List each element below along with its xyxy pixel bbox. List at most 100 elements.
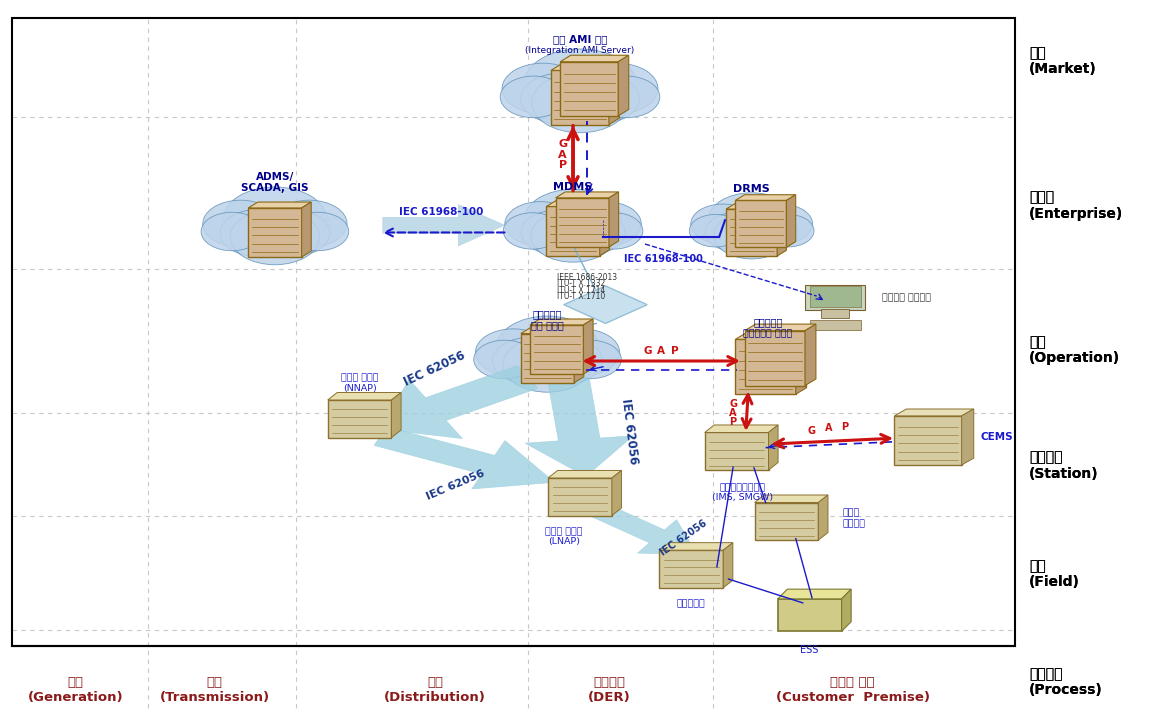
Polygon shape (796, 333, 806, 394)
Polygon shape (585, 500, 697, 554)
FancyBboxPatch shape (659, 550, 724, 588)
FancyBboxPatch shape (327, 400, 391, 438)
Circle shape (749, 204, 812, 244)
Polygon shape (375, 427, 554, 489)
Text: P: P (672, 346, 679, 356)
Circle shape (570, 201, 641, 246)
Text: DRMS: DRMS (733, 184, 770, 194)
Circle shape (762, 214, 814, 247)
Polygon shape (612, 471, 622, 516)
Polygon shape (327, 393, 401, 400)
Text: ADMS/: ADMS/ (256, 172, 293, 182)
Circle shape (521, 73, 602, 124)
FancyBboxPatch shape (546, 206, 600, 256)
Text: 사업자
(Enterprise): 사업자 (Enterprise) (1029, 191, 1123, 221)
Polygon shape (379, 365, 538, 438)
Text: 수집 시스템: 수집 시스템 (531, 320, 564, 330)
Text: ITU-T X.1714: ITU-T X.1714 (557, 286, 606, 295)
Polygon shape (600, 201, 609, 256)
Circle shape (502, 64, 583, 114)
Text: 통합 AMI 서버: 통합 AMI 서버 (553, 34, 607, 44)
Polygon shape (805, 324, 815, 386)
Text: 지능형계측시스템: 지능형계측시스템 (719, 483, 766, 492)
Text: 실시간: 실시간 (842, 508, 860, 517)
Polygon shape (735, 195, 796, 200)
Circle shape (493, 337, 568, 384)
Circle shape (531, 73, 629, 133)
Text: ESS: ESS (800, 645, 819, 656)
Circle shape (201, 212, 263, 251)
Circle shape (500, 76, 567, 118)
Text: 스마트미터: 스마트미터 (677, 599, 705, 608)
Circle shape (705, 212, 769, 252)
Polygon shape (962, 409, 973, 465)
Polygon shape (521, 328, 583, 334)
Text: (IMS, SMGW): (IMS, SMGW) (712, 493, 773, 502)
Circle shape (254, 209, 329, 256)
Text: 소비자 구내
(Customer  Premise): 소비자 구내 (Customer Premise) (776, 676, 929, 703)
Circle shape (473, 340, 536, 378)
Polygon shape (841, 589, 851, 631)
Text: 프로세스
(Process): 프로세스 (Process) (1029, 667, 1103, 697)
Text: 스테이션
(Station): 스테이션 (Station) (1029, 451, 1099, 481)
Polygon shape (551, 64, 619, 70)
Circle shape (553, 210, 625, 255)
Text: CEMS: CEMS (980, 432, 1013, 442)
FancyBboxPatch shape (726, 209, 777, 256)
Circle shape (220, 209, 296, 256)
Polygon shape (745, 324, 815, 331)
Text: 전처리가공 시스템: 전처리가공 시스템 (744, 329, 792, 338)
Circle shape (585, 213, 643, 249)
Circle shape (231, 209, 319, 265)
Text: 배전
(Distribution): 배전 (Distribution) (384, 676, 486, 703)
Polygon shape (786, 195, 796, 247)
Text: 계량데이터: 계량데이터 (532, 309, 563, 319)
Circle shape (531, 209, 615, 262)
FancyBboxPatch shape (777, 599, 842, 631)
Text: IEC 61968-100: IEC 61968-100 (624, 254, 703, 264)
Text: G: G (558, 139, 567, 149)
Polygon shape (392, 393, 401, 438)
Text: A: A (825, 423, 832, 433)
Circle shape (224, 187, 326, 251)
Text: 분산자원
(DER): 분산자원 (DER) (588, 676, 630, 703)
Text: A: A (730, 408, 737, 418)
Circle shape (476, 329, 551, 376)
Text: 스테이션
(Station): 스테이션 (Station) (1029, 451, 1099, 481)
Text: G: G (730, 399, 737, 409)
Text: 송전
(Transmission): 송전 (Transmission) (160, 676, 269, 703)
FancyBboxPatch shape (248, 208, 302, 257)
FancyBboxPatch shape (530, 325, 583, 374)
Circle shape (558, 73, 639, 124)
Bar (12, 18, 1015, 646)
FancyBboxPatch shape (560, 62, 618, 116)
Text: 시장
(Market): 시장 (Market) (1029, 46, 1096, 77)
Circle shape (496, 316, 599, 380)
Text: ITU-T X.1710: ITU-T X.1710 (557, 292, 606, 301)
Circle shape (503, 336, 592, 392)
Text: P: P (730, 417, 737, 427)
Polygon shape (556, 192, 618, 198)
Text: IEC 61968-100: IEC 61968-100 (399, 206, 483, 217)
Text: (NNAP): (NNAP) (342, 384, 377, 393)
Polygon shape (724, 543, 733, 588)
Polygon shape (525, 378, 633, 477)
Text: MDMS: MDMS (553, 182, 593, 192)
Circle shape (203, 200, 278, 247)
FancyBboxPatch shape (521, 334, 574, 383)
FancyBboxPatch shape (894, 416, 962, 465)
Circle shape (690, 204, 754, 244)
Polygon shape (302, 202, 311, 257)
Text: (LNAP): (LNAP) (548, 537, 580, 546)
Text: 운영
(Operation): 운영 (Operation) (1029, 335, 1121, 365)
Polygon shape (609, 192, 618, 247)
Polygon shape (768, 425, 778, 470)
Polygon shape (777, 204, 786, 256)
FancyBboxPatch shape (810, 320, 861, 330)
Text: A: A (558, 149, 567, 160)
FancyBboxPatch shape (745, 331, 805, 386)
Polygon shape (726, 204, 786, 209)
FancyBboxPatch shape (755, 503, 819, 540)
Polygon shape (659, 543, 733, 550)
Text: 사업자
(Enterprise): 사업자 (Enterprise) (1029, 191, 1123, 221)
